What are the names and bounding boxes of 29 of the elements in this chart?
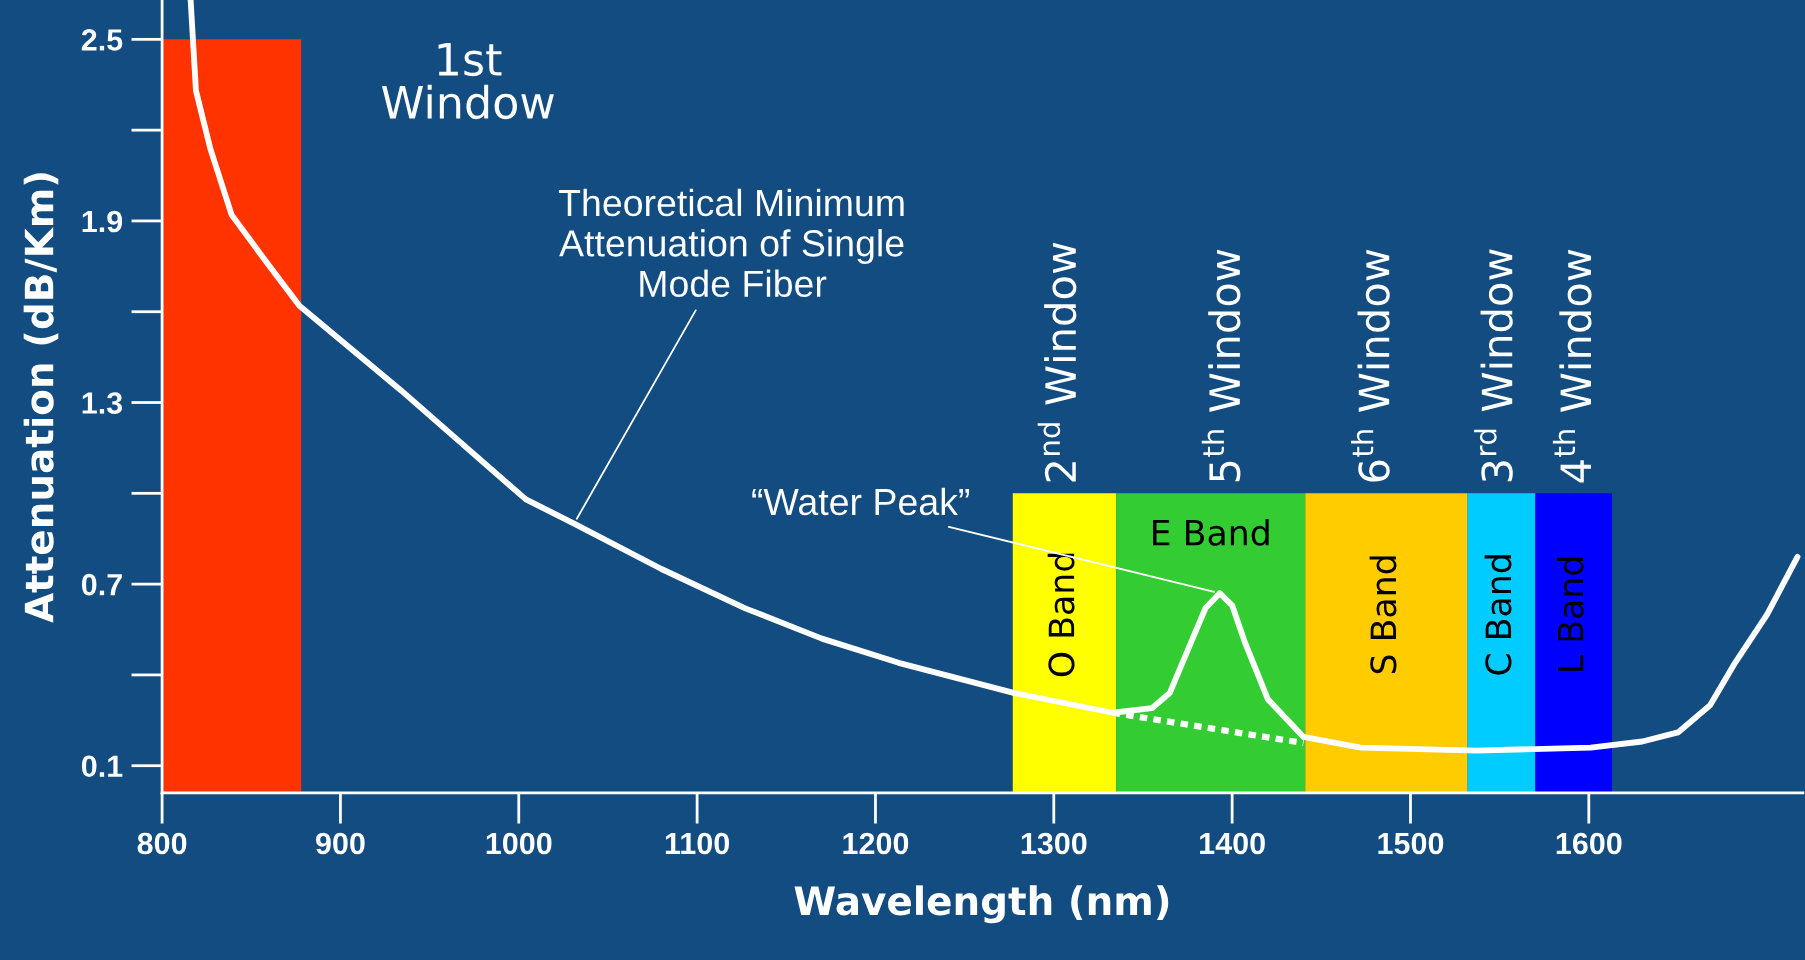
series-label: S Band	[1369, 556, 1397, 674]
series-label: E Band	[1153, 518, 1269, 546]
series-label: 1st Window	[382, 43, 554, 120]
x-tick-label: 1400	[1200, 832, 1265, 855]
annotation: 6$^{th}$ Window	[1351, 249, 1390, 482]
x-axis-title: Wavelength (nm)	[794, 885, 1169, 924]
x-tick-label: 1100	[665, 832, 730, 855]
x-tick-label: 1300	[1021, 832, 1087, 855]
series-label: O Band	[1047, 553, 1075, 677]
x-tick-label: 800	[137, 832, 187, 855]
x-tick-label: 1200	[843, 832, 909, 855]
y-tick-label: 0.1	[81, 755, 123, 778]
annotation: 3$^{rd}$ Window	[1474, 249, 1513, 482]
y-tick-label: 2.5	[81, 29, 123, 51]
annotation: Theoretical Minimum Attenuation of Single Mode Fiber	[558, 188, 904, 298]
annotation: 5$^{th}$ Window	[1201, 249, 1241, 482]
y-tick-label: 1.3	[82, 392, 123, 414]
x-tick-label: 1500	[1378, 832, 1444, 855]
x-tick-label: 1000	[486, 832, 552, 855]
x-tick-label: 1600	[1556, 832, 1622, 855]
annotation: 4$^{th}$ Window	[1552, 249, 1592, 483]
y-tick-label: 0.7	[81, 573, 122, 596]
x-tick-label: 900	[316, 832, 365, 855]
y-axis-title: Attenuation (dB/Km)	[23, 173, 59, 623]
series-label: C Band	[1484, 555, 1512, 675]
series-label: L Band	[1556, 557, 1584, 671]
y-tick-label: 1.9	[82, 210, 123, 233]
annotation: 2$^{nd}$ Window	[1037, 242, 1077, 482]
annotation: “Water Peak”	[752, 487, 970, 516]
